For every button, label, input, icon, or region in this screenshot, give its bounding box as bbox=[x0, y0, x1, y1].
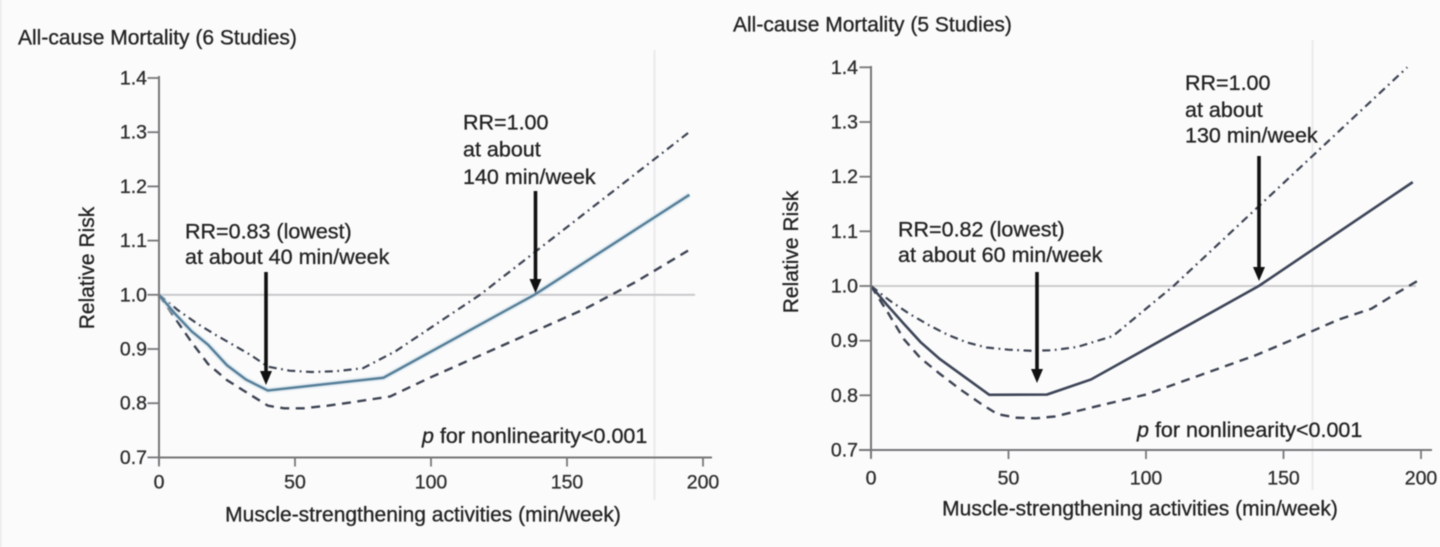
svg-text:50: 50 bbox=[998, 468, 1020, 490]
svg-text:All-cause Mortality (6 Studies: All-cause Mortality (6 Studies) bbox=[18, 27, 297, 50]
svg-text:1.2: 1.2 bbox=[831, 166, 858, 188]
svg-text:200: 200 bbox=[1405, 468, 1438, 490]
svg-text:0.7: 0.7 bbox=[831, 440, 858, 462]
svg-text:RR=0.82 (lowest): RR=0.82 (lowest) bbox=[898, 218, 1065, 242]
svg-text:0: 0 bbox=[154, 472, 165, 494]
svg-text:150: 150 bbox=[551, 472, 584, 494]
svg-text:at about: at about bbox=[1185, 98, 1263, 122]
svg-text:0.9: 0.9 bbox=[120, 339, 147, 361]
svg-text:150: 150 bbox=[1267, 468, 1300, 490]
svg-text:0.8: 0.8 bbox=[120, 393, 147, 415]
svg-text:130 min/week: 130 min/week bbox=[1185, 124, 1318, 148]
svg-text:RR=0.83 (lowest): RR=0.83 (lowest) bbox=[185, 220, 352, 244]
svg-text:100: 100 bbox=[415, 472, 448, 494]
svg-text:All-cause Mortality (5 Studies: All-cause Mortality (5 Studies) bbox=[733, 14, 1012, 37]
svg-text:0.7: 0.7 bbox=[120, 447, 147, 469]
svg-text:50: 50 bbox=[284, 472, 306, 494]
svg-text:p for nonlinearity<0.001: p for nonlinearity<0.001 bbox=[421, 424, 647, 448]
svg-text:1.1: 1.1 bbox=[120, 230, 147, 252]
svg-text:100: 100 bbox=[1130, 468, 1163, 490]
svg-text:1.2: 1.2 bbox=[120, 176, 147, 198]
svg-text:0.8: 0.8 bbox=[831, 385, 858, 407]
svg-text:RR=1.00: RR=1.00 bbox=[463, 111, 548, 135]
svg-text:at about 60 min/week: at about 60 min/week bbox=[898, 243, 1103, 267]
svg-text:1.0: 1.0 bbox=[831, 276, 858, 298]
svg-text:1.4: 1.4 bbox=[831, 57, 858, 79]
svg-text:200: 200 bbox=[687, 472, 720, 494]
svg-text:0: 0 bbox=[866, 468, 877, 490]
svg-text:Relative Risk: Relative Risk bbox=[780, 190, 803, 313]
svg-text:1.3: 1.3 bbox=[120, 122, 147, 144]
svg-text:Muscle-strengthening activitie: Muscle-strengthening activities (min/wee… bbox=[225, 504, 621, 527]
svg-text:at about: at about bbox=[463, 138, 541, 162]
svg-text:1.3: 1.3 bbox=[831, 112, 858, 134]
svg-text:Relative Risk: Relative Risk bbox=[76, 206, 99, 329]
svg-text:1.0: 1.0 bbox=[120, 284, 147, 306]
svg-text:RR=1.00: RR=1.00 bbox=[1185, 71, 1270, 95]
svg-text:p for nonlinearity<0.001: p for nonlinearity<0.001 bbox=[1136, 418, 1362, 442]
svg-text:Muscle-strengthening activitie: Muscle-strengthening activities (min/wee… bbox=[942, 498, 1338, 521]
svg-text:1.4: 1.4 bbox=[120, 68, 147, 90]
svg-text:0.9: 0.9 bbox=[831, 330, 858, 352]
svg-text:1.1: 1.1 bbox=[831, 221, 858, 243]
svg-text:at about 40 min/week: at about 40 min/week bbox=[185, 245, 390, 269]
svg-text:140 min/week: 140 min/week bbox=[463, 165, 596, 189]
